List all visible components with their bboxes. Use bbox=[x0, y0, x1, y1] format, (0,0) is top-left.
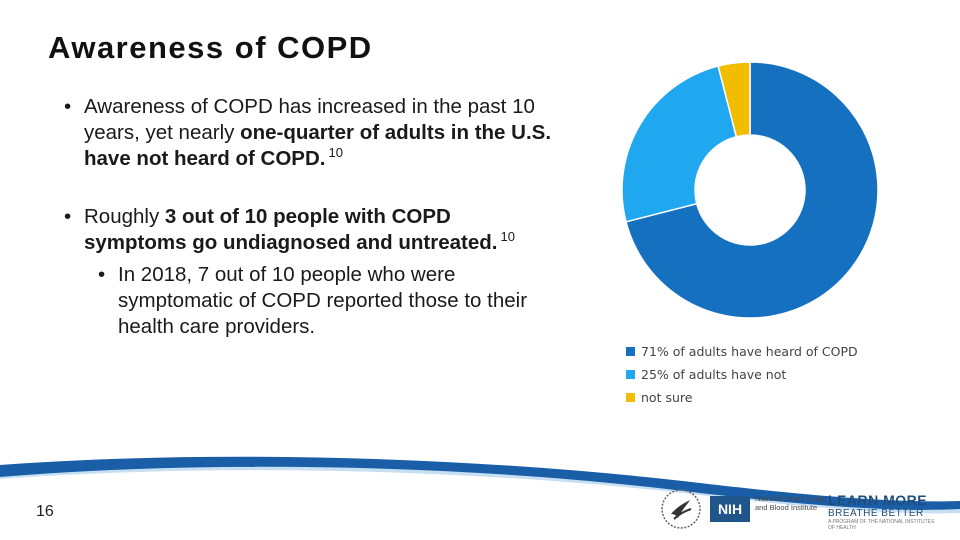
donut-chart bbox=[621, 61, 879, 319]
legend-item-1: 71% of adults have heard of COPD bbox=[626, 340, 858, 363]
nhlbi-logo-text: National Heart, Lung, and Blood Institut… bbox=[755, 494, 826, 512]
reference-marker: 10 bbox=[328, 145, 343, 160]
chart-legend: 71% of adults have heard of COPD 25% of a… bbox=[626, 340, 858, 409]
legend-label: 25% of adults have not bbox=[641, 367, 787, 382]
bullet-undiagnosed-emphasis: 3 out of 10 people with COPD symptoms go… bbox=[84, 205, 498, 254]
nih-logo: NIH bbox=[710, 496, 750, 522]
donut-slice-1 bbox=[625, 61, 879, 319]
bullet-awareness-text: Awareness of COPD has increased in the p… bbox=[84, 95, 535, 144]
lmbb-line3: A PROGRAM OF THE NATIONAL INSTITUTES OF … bbox=[828, 519, 935, 531]
bullet-list: Awareness of COPD has increased in the p… bbox=[62, 94, 552, 340]
lmbb-line2: BREATHE BETTER bbox=[828, 508, 924, 519]
legend-swatch bbox=[626, 393, 635, 402]
reference-marker: 10 bbox=[500, 229, 515, 244]
footer-logos: NIH National Heart, Lung, and Blood Inst… bbox=[660, 488, 940, 532]
bullet-undiagnosed-text: Roughly bbox=[84, 205, 165, 228]
page-number: 16 bbox=[36, 503, 54, 520]
hhs-eagle-logo-icon bbox=[661, 489, 701, 529]
legend-label: not sure bbox=[641, 390, 693, 405]
bullet-undiagnosed: Roughly 3 out of 10 people with COPD sym… bbox=[62, 204, 552, 256]
donut-slice-2 bbox=[621, 65, 738, 223]
learn-more-breathe-better-logo: LEARN MORE BREATHE BETTER A PROGRAM OF T… bbox=[828, 492, 938, 531]
bullet-awareness-emphasis: one-quarter of adults in the U.S. have n… bbox=[84, 121, 552, 170]
legend-item-2: 25% of adults have not bbox=[626, 363, 858, 386]
legend-swatch bbox=[626, 347, 635, 356]
legend-label: 71% of adults have heard of COPD bbox=[641, 344, 858, 359]
sub-bullet-2018: In 2018, 7 out of 10 people who were sym… bbox=[96, 262, 552, 340]
legend-item-3: not sure bbox=[626, 386, 858, 409]
lmbb-line1: LEARN MORE bbox=[828, 492, 928, 508]
donut-slice-3 bbox=[717, 61, 751, 138]
slide-title: Awareness of COPD bbox=[48, 30, 373, 65]
bullet-awareness: Awareness of COPD has increased in the p… bbox=[62, 94, 552, 172]
legend-swatch bbox=[626, 370, 635, 379]
